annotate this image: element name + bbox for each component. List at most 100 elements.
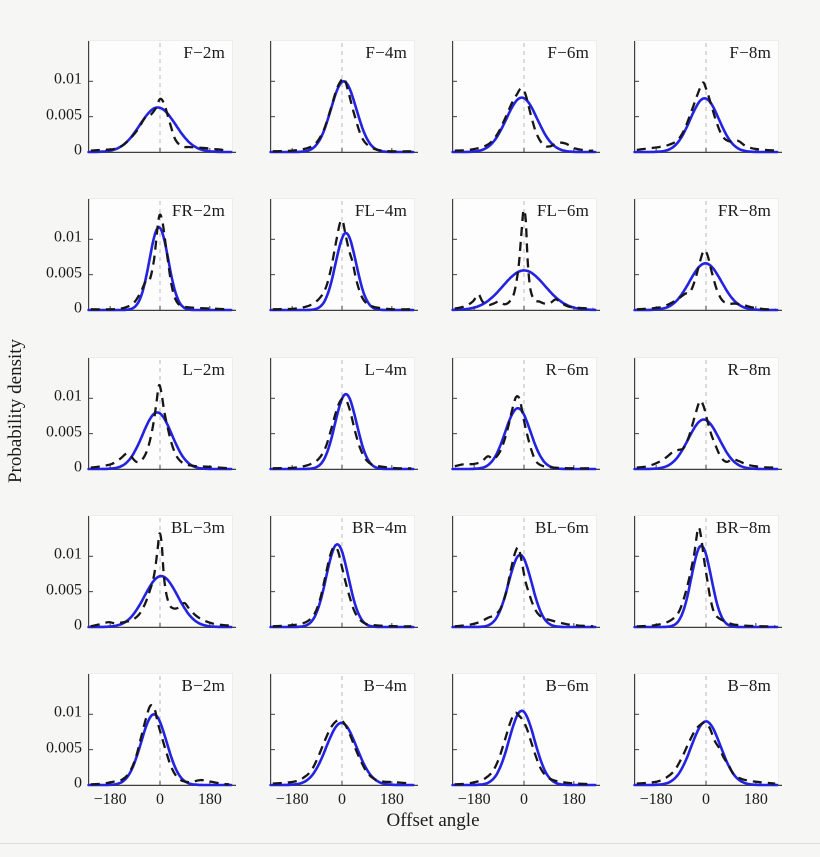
subplot-canvas: [633, 41, 782, 154]
subplot-canvas: [633, 358, 782, 471]
x-tick-label: −180: [639, 791, 673, 808]
subplot-f-8m: F−8m: [633, 40, 782, 154]
subplot-f-4m: F−4m: [269, 40, 418, 154]
x-tick-label: 0: [702, 791, 710, 808]
panel-title: B−6m: [545, 676, 589, 695]
panel-title: FL−6m: [536, 201, 589, 220]
x-axis-label: Offset angle: [386, 810, 480, 831]
subplot-canvas: [269, 674, 418, 787]
subplot-canvas: [633, 199, 782, 312]
panel-title: FL−4m: [354, 201, 407, 220]
subplot-fl-6m: FL−6m: [451, 198, 600, 312]
y-tick-label: 0.01: [54, 228, 82, 246]
gaussian-fit-curve: [87, 713, 233, 787]
empirical-density-curve: [454, 711, 594, 786]
subplot-l-2m: L−2m: [87, 357, 236, 471]
y-tick-label: 0.005: [46, 581, 82, 599]
subplot-canvas: [87, 516, 236, 629]
gaussian-fit-curve: [633, 544, 779, 629]
subplot-b-2m: B−2m: [87, 673, 236, 787]
y-tick-label: 0.005: [46, 106, 82, 124]
y-tick-label: 0: [74, 299, 82, 317]
empirical-density-curve: [636, 399, 776, 469]
subplot-canvas: [87, 199, 236, 312]
panel-title: F−8m: [729, 43, 771, 62]
gaussian-fit-curve: [633, 720, 779, 787]
empirical-density-curve: [454, 395, 594, 470]
x-tick-label: 0: [338, 791, 346, 808]
empirical-density-curve: [90, 213, 230, 311]
panel-title: B−2m: [181, 676, 225, 695]
subplot-canvas: [633, 516, 782, 629]
empirical-density-curve: [90, 532, 230, 628]
panel-title: FR−8m: [717, 201, 771, 220]
subplot-canvas: [269, 516, 418, 629]
gaussian-fit-curve: [87, 106, 233, 154]
subplot-fr-8m: FR−8m: [633, 198, 782, 312]
subplot-b-8m: B−8m: [633, 673, 782, 787]
subplot-br-8m: BR−8m: [633, 515, 782, 629]
empirical-density-curve: [90, 383, 230, 470]
empirical-density-curve: [454, 546, 594, 628]
subplot-f-6m: F−6m: [451, 40, 600, 154]
panel-title: FR−2m: [171, 201, 225, 220]
panel-title: BL−6m: [534, 518, 589, 537]
y-axis-label: Probability density: [5, 338, 26, 484]
y-tick-label: 0.005: [46, 264, 82, 282]
empirical-density-curve: [90, 97, 230, 152]
x-tick-label: 180: [743, 791, 768, 808]
x-tick-label: 0: [156, 791, 164, 808]
y-tick-label: 0.01: [54, 545, 82, 563]
empirical-density-curve: [272, 545, 412, 628]
subplot-canvas: [451, 674, 600, 787]
empirical-density-curve: [636, 249, 776, 311]
subplot-br-4m: BR−4m: [269, 515, 418, 629]
x-tick-label: 180: [197, 791, 222, 808]
subplot-canvas: [87, 358, 236, 471]
subplot-r-8m: R−8m: [633, 357, 782, 471]
gaussian-fit-curve: [633, 97, 779, 154]
panel-title: BR−8m: [716, 518, 771, 537]
panel-title: F−6m: [547, 43, 589, 62]
panel-title: L−4m: [364, 360, 407, 379]
empirical-density-curve: [636, 526, 776, 628]
panel-title: B−8m: [727, 676, 771, 695]
y-tick-label: 0.01: [54, 703, 82, 721]
y-tick-label: 0.005: [46, 739, 82, 757]
gaussian-fit-curve: [451, 96, 597, 154]
subplot-bl-6m: BL−6m: [451, 515, 600, 629]
panel-title: F−2m: [183, 43, 225, 62]
subplot-canvas: [633, 674, 782, 787]
subplot-canvas: [269, 199, 418, 312]
gaussian-fit-curve: [269, 721, 415, 787]
subplot-canvas: [87, 41, 236, 154]
panel-title: F−4m: [365, 43, 407, 62]
panel-title: R−8m: [727, 360, 771, 379]
x-tick-label: −180: [457, 791, 491, 808]
gaussian-fit-curve: [451, 553, 597, 629]
empirical-density-curve: [454, 208, 594, 310]
empirical-density-curve: [272, 397, 412, 470]
panel-title: R−6m: [545, 360, 589, 379]
empirical-density-curve: [636, 721, 776, 785]
gaussian-fit-curve: [87, 574, 233, 629]
subplot-b-6m: B−6m: [451, 673, 600, 787]
empirical-density-curve: [90, 704, 230, 786]
empirical-density-curve: [636, 81, 776, 152]
subplot-fl-4m: FL−4m: [269, 198, 418, 312]
empirical-density-curve: [272, 76, 412, 153]
empirical-density-curve: [272, 718, 412, 785]
panel-title: BL−3m: [170, 518, 225, 537]
subplot-canvas: [269, 358, 418, 471]
y-tick-label: 0: [74, 774, 82, 792]
x-tick-label: 180: [561, 791, 586, 808]
y-tick-label: 0: [74, 616, 82, 634]
gaussian-fit-curve: [451, 709, 597, 787]
y-tick-label: 0.01: [54, 387, 82, 405]
subplot-b-4m: B−4m: [269, 673, 418, 787]
empirical-density-curve: [454, 87, 594, 152]
subplot-f-2m: F−2m: [87, 40, 236, 154]
gaussian-fit-curve: [633, 418, 779, 471]
subplot-canvas: [451, 199, 600, 312]
